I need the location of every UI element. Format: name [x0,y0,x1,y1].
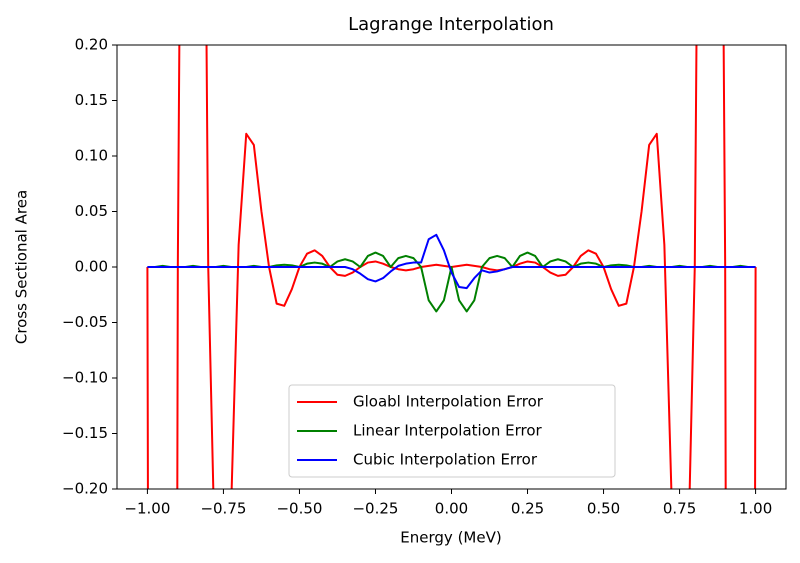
y-tick-label: −0.05 [62,313,108,331]
legend-label: Gloabl Interpolation Error [353,393,544,411]
x-tick-label: 0.50 [587,500,620,518]
x-tick-label: −0.25 [352,500,398,518]
plot-lines [146,45,757,489]
x-tick-label: −0.75 [200,500,246,518]
legend-label: Linear Interpolation Error [353,422,543,440]
x-tick-label: 1.00 [739,500,772,518]
x-tick-label: −0.50 [276,500,322,518]
y-tick-label: 0.15 [75,91,108,109]
y-tick-label: 0.20 [75,36,108,54]
x-tick-label: 0.00 [435,500,468,518]
x-tick-label: −1.00 [124,500,170,518]
series-line [146,45,757,489]
x-axis-label: Energy (MeV) [400,529,501,547]
y-tick-label: −0.10 [62,369,108,387]
x-tick-label: 0.25 [511,500,544,518]
legend-label: Cubic Interpolation Error [353,451,538,469]
x-tick-label: 0.75 [663,500,696,518]
y-tick-label: 0.10 [75,147,108,165]
y-tick-label: −0.20 [62,480,108,498]
y-tick-label: −0.15 [62,424,108,442]
series-line [147,233,756,290]
y-tick-label: 0.05 [75,202,108,220]
y-tick-label: 0.00 [75,258,108,276]
chart-title: Lagrange Interpolation [348,14,554,35]
y-axis-label: Cross Sectional Area [13,190,31,344]
legend-box [288,384,616,478]
